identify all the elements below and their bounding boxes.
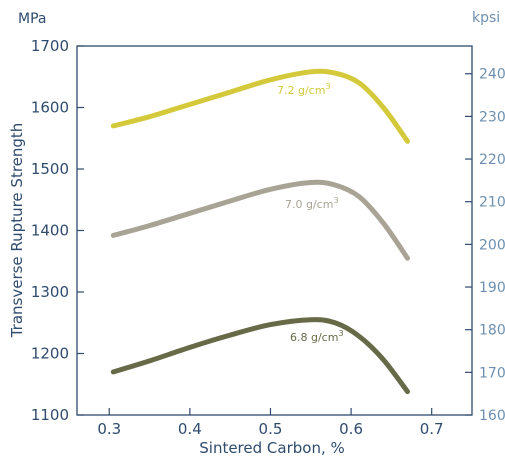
right-tick-label: 160 — [479, 408, 505, 424]
series-line-0 — [110, 68, 410, 144]
x-axis-label: Sintered Carbon, % — [199, 439, 345, 457]
right-tick-label: 180 — [479, 323, 505, 339]
bottom-tick-label: 0.3 — [97, 420, 121, 438]
left-tick-label: 1300 — [31, 283, 69, 301]
right-axis-ticks: 160 170 180 190 200 210 220 230 240 — [465, 67, 505, 424]
right-tick-label: 230 — [479, 109, 505, 125]
bottom-tick-label: 0.7 — [420, 420, 444, 438]
right-axis-unit: kpsi — [472, 10, 500, 26]
left-tick-label: 1500 — [31, 160, 69, 178]
bottom-axis-ticks: 0.3 0.4 0.5 0.6 0.7 — [97, 408, 444, 438]
series-curves — [110, 68, 410, 395]
left-tick-label: 1700 — [31, 37, 69, 55]
left-axis-ticks: 1100 1200 1300 1400 1500 1600 1700 — [31, 37, 84, 424]
left-tick-label: 1100 — [31, 406, 69, 424]
right-tick-label: 190 — [479, 280, 505, 296]
left-tick-label: 1200 — [31, 345, 69, 363]
series-label-7-2: 7.2 g/cm3 — [277, 82, 331, 97]
series-line-2 — [110, 317, 410, 395]
right-tick-label: 240 — [479, 67, 505, 83]
left-tick-label: 1600 — [31, 99, 69, 117]
right-tick-label: 170 — [479, 365, 505, 381]
bottom-tick-label: 0.4 — [178, 420, 202, 438]
y-axis-label: Transverse Rupture Strength — [8, 123, 26, 339]
right-tick-label: 220 — [479, 152, 505, 168]
bottom-tick-label: 0.5 — [259, 420, 283, 438]
right-tick-label: 200 — [479, 237, 505, 253]
series-label-7-0: 7.0 g/cm3 — [285, 196, 339, 211]
bottom-tick-label: 0.6 — [339, 420, 363, 438]
left-axis-unit: MPa — [18, 11, 46, 27]
right-tick-label: 210 — [479, 195, 505, 211]
left-tick-label: 1400 — [31, 222, 69, 240]
series-line-1 — [110, 179, 410, 261]
series-label-6-8: 6.8 g/cm3 — [290, 329, 344, 344]
